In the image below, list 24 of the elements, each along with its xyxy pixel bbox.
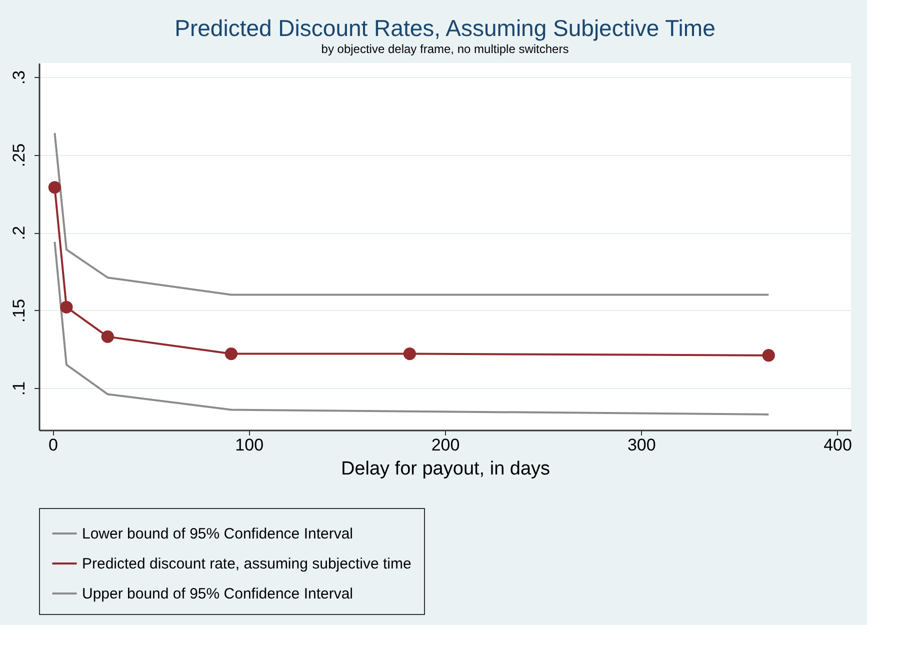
x-tick-label: 100 [235, 436, 264, 454]
x-tick-label: 300 [627, 436, 656, 454]
legend-label: Lower bound of 95% Confidence Interval [82, 526, 354, 542]
y-tick-label: .1 [10, 381, 28, 396]
chart-title: Predicted Discount Rates, Assuming Subjective Time [174, 15, 716, 41]
y-tick-label: .15 [10, 298, 28, 323]
point [60, 300, 73, 314]
y-tick-label: .2 [10, 226, 28, 240]
point [101, 330, 114, 344]
y-tick-label: .25 [10, 143, 28, 168]
point [224, 347, 238, 360]
x-tick-label: 0 [48, 436, 58, 454]
x-tick-label: 400 [824, 436, 852, 454]
x-tick-label: 200 [431, 436, 460, 454]
line-series [54, 240, 770, 416]
legend-label: Upper bound of 95% Confidence Interval [82, 586, 354, 602]
point [762, 349, 775, 362]
x-axis-title: Delay for payout, in days [340, 458, 550, 480]
chart-subtitle: by objective delay frame, no multiple switchers [321, 42, 569, 56]
legend-label: Predicted discount rate, assuming subjective time [82, 556, 412, 572]
line-series [54, 132, 770, 296]
y-tick-label: .3 [10, 70, 28, 85]
point [48, 181, 62, 194]
point [403, 347, 416, 360]
